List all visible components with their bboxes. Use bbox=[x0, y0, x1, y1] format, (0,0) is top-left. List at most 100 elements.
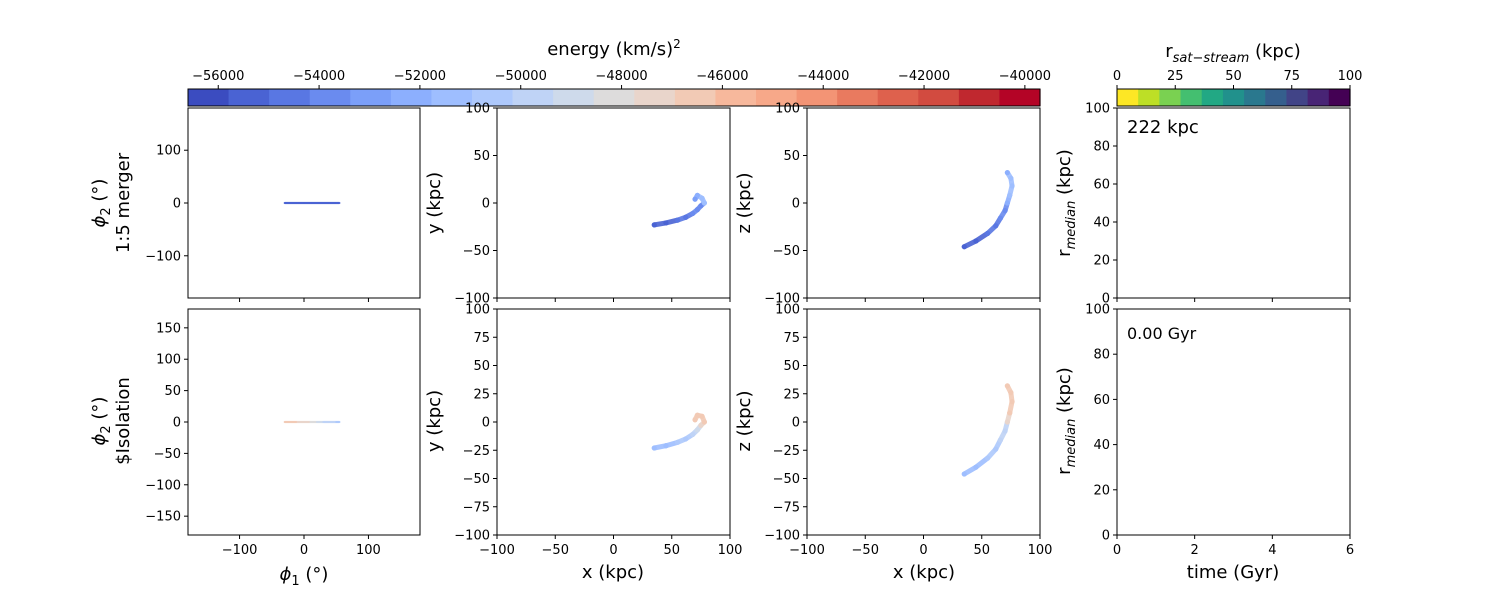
xy-bottom-panel-ytick-label: 50 bbox=[473, 359, 490, 374]
xy-bottom-panel-xtick-label: 50 bbox=[663, 543, 680, 558]
xz-top-panel-ytick-label: −100 bbox=[764, 292, 800, 307]
radius-colorbar-swatch bbox=[1201, 89, 1224, 106]
energy-colorbar-tick-label: −40000 bbox=[999, 69, 1051, 84]
rmed-top-ylabel: rmedian (kpc) bbox=[1054, 149, 1079, 257]
xz-top-panel-ytick-label: 0 bbox=[792, 197, 800, 212]
xy-top-stream-point bbox=[663, 220, 669, 226]
xy-bottom-panel-ytick-label: 25 bbox=[473, 387, 490, 402]
xz-top-stream-point bbox=[984, 230, 991, 236]
rmed-bottom-panel-xtick-label: 2 bbox=[1191, 543, 1199, 558]
xy-bottom-panel-xtick-label: 100 bbox=[718, 543, 743, 558]
xz-top-panel-ytick-label: 100 bbox=[775, 102, 800, 117]
phi-bottom-panel-ytick-label: 50 bbox=[164, 384, 181, 399]
radius-colorbar-swatch bbox=[1222, 89, 1245, 106]
xz-bottom-panel-ytick-label: −75 bbox=[773, 500, 800, 515]
xy-bottom-stream-point bbox=[690, 431, 696, 438]
xz-top-stream-point bbox=[961, 244, 967, 250]
xz-bottom-panel-ytick-label: 75 bbox=[783, 331, 800, 346]
xy-top-panel-ytick-label: 0 bbox=[482, 197, 490, 212]
radius-colorbar: 0 25 50 75 100 bbox=[1113, 69, 1362, 107]
energy-colorbar-tick-label: −50000 bbox=[495, 69, 547, 84]
xy-bottom-stream-point bbox=[683, 436, 689, 442]
energy-colorbar-swatch bbox=[309, 89, 351, 106]
energy-colorbar-swatch bbox=[350, 89, 392, 106]
xz-bottom-panel-xtick-label: −50 bbox=[852, 543, 879, 558]
phi-bottom-panel-ytick-label: −50 bbox=[154, 447, 181, 462]
xy-top-stream-point bbox=[694, 192, 700, 198]
energy-colorbar-swatch bbox=[837, 89, 879, 106]
xy-bottom-stream-point bbox=[694, 427, 700, 433]
xz-bottom-panel-ytick-label: −100 bbox=[764, 529, 800, 544]
panel-grid: −1000100−100−50050100−100−50050100020406… bbox=[145, 102, 1354, 559]
radius-colorbar-swatch bbox=[1286, 89, 1309, 106]
rmed-top-panel-ytick-label: 60 bbox=[1093, 178, 1110, 193]
xy-bottom-stream-point bbox=[674, 439, 681, 445]
xy-bottom-panel-frame bbox=[496, 308, 731, 536]
phi-top-stream-point bbox=[309, 202, 312, 204]
energy-colorbar: −56000 −54000 −52000 −50000 −48000 −46000 −440… bbox=[187, 69, 1051, 107]
xy-bottom-stream-point bbox=[692, 417, 698, 423]
energy-colorbar-swatch bbox=[958, 89, 1001, 106]
energy-colorbar-swatch bbox=[918, 89, 960, 106]
phi-bottom-stream-point bbox=[296, 421, 299, 423]
xy-top-panel-frame bbox=[496, 107, 731, 299]
xz-bottom-stream-point bbox=[1004, 419, 1010, 425]
xz-bottom-panel-xtick-label: −100 bbox=[789, 543, 825, 558]
energy-colorbar-swatch bbox=[756, 89, 798, 106]
xy-bottom-stream-point bbox=[651, 445, 657, 451]
xz-bottom-stream-point bbox=[984, 455, 991, 461]
xy-top-panel: −100 −50 0 50 100 bbox=[454, 102, 731, 307]
xy-bottom-stream-point bbox=[699, 413, 705, 419]
xy-bottom-panel-ytick-label: −25 bbox=[463, 444, 490, 459]
energy-colorbar-frame bbox=[187, 88, 1041, 107]
xy-bottom-panel: −100 −75 −50 −25 0 25 50 75 100 −100 −50 0 50 100 bbox=[454, 303, 742, 559]
rmed-top-panel-frame bbox=[1116, 107, 1351, 299]
phi-bottom-stream-point bbox=[328, 421, 331, 423]
radius-colorbar-label: rsat−stream (kpc) bbox=[1165, 41, 1301, 66]
energy-colorbar-swatch bbox=[877, 89, 919, 106]
energy-colorbar-tick-label: −52000 bbox=[394, 69, 446, 84]
energy-colorbar-swatch bbox=[228, 89, 270, 106]
phi-bottom-stream-point bbox=[335, 421, 338, 423]
rmed-bottom-panel-xtick-label: 4 bbox=[1268, 543, 1276, 558]
xy-top-stream-point bbox=[692, 196, 698, 202]
xz-bottom-stream-point bbox=[993, 446, 999, 452]
xz-bottom-panel-ytick-label: −25 bbox=[773, 444, 800, 459]
rmed-bottom-panel-xtick-label: 0 bbox=[1113, 543, 1121, 558]
xz-top-panel: −100 −50 0 50 100 bbox=[764, 102, 1041, 307]
phi-bottom-panel: −150 −100 −50 0 50 100 150 −100 0 100 bbox=[145, 308, 421, 558]
xz-bottom-panel-ytick-label: 25 bbox=[783, 387, 800, 402]
rmed-bottom-panel: 0 20 40 60 80 100 0 2 4 6 bbox=[1085, 303, 1354, 559]
xz-bottom-stream-point bbox=[997, 437, 1003, 443]
xy-top-stream-point bbox=[698, 203, 704, 209]
energy-colorbar-tick-label: −44000 bbox=[797, 69, 849, 84]
phi-top-stream-point bbox=[303, 202, 305, 204]
energy-colorbar-tick-label: −54000 bbox=[293, 69, 345, 84]
row-bottom-label: $Isolation bbox=[113, 377, 134, 465]
xy-bottom-panel-ytick-label: −50 bbox=[463, 472, 490, 487]
xz-top-stream-point bbox=[1004, 170, 1010, 176]
rmed-top-panel-ytick-label: 40 bbox=[1093, 216, 1110, 231]
xz-bottom-panel-xtick-label: 0 bbox=[919, 543, 927, 558]
xz-bottom-stream-point bbox=[1008, 390, 1014, 396]
xy-top-stream-point bbox=[683, 214, 689, 220]
distance-annotation: 222 kpc bbox=[1127, 117, 1199, 138]
xz-top-stream-point bbox=[1002, 208, 1008, 214]
xy-top-stream-point bbox=[699, 195, 705, 201]
phi-top-stream-point bbox=[296, 202, 299, 204]
energy-colorbar-label: energy (km/s)2 bbox=[547, 37, 681, 60]
radius-colorbar-swatch bbox=[1328, 89, 1351, 106]
xy-top-stream-point bbox=[651, 222, 657, 228]
energy-colorbar-tick-label: −46000 bbox=[696, 69, 748, 84]
xz-bottom-stream-point bbox=[961, 471, 967, 477]
row-bottom-ylabel: ϕ2 (°) bbox=[89, 397, 114, 446]
xz-bottom-panel-ytick-label: 50 bbox=[783, 359, 800, 374]
xz-top-stream-point bbox=[993, 223, 999, 229]
xz-bottom-ylabel: z (kpc) bbox=[734, 391, 755, 452]
xy-bottom-panel-ytick-label: −75 bbox=[463, 500, 490, 515]
xy-top-panel-ytick-label: −50 bbox=[463, 244, 490, 259]
phi-bottom-panel-xtick-label: 0 bbox=[300, 543, 308, 558]
phi-top-stream-point bbox=[283, 202, 286, 204]
energy-colorbar-tick-label: −56000 bbox=[192, 69, 244, 84]
